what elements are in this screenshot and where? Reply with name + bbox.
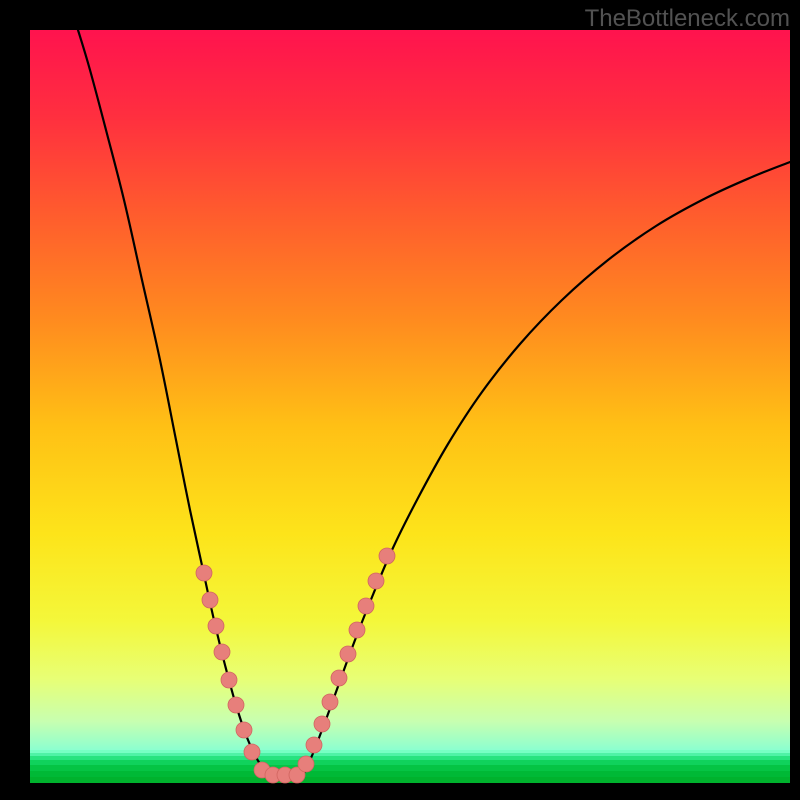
marker-left-3 [214, 644, 230, 660]
marker-right-6 [349, 622, 365, 638]
marker-right-4 [331, 670, 347, 686]
marker-right-7 [358, 598, 374, 614]
marker-left-4 [221, 672, 237, 688]
marker-right-5 [340, 646, 356, 662]
chart-overlay [0, 0, 800, 800]
marker-right-0 [298, 756, 314, 772]
marker-left-0 [196, 565, 212, 581]
marker-right-9 [379, 548, 395, 564]
marker-left-2 [208, 618, 224, 634]
marker-right-2 [314, 716, 330, 732]
marker-right-1 [306, 737, 322, 753]
marker-left-6 [236, 722, 252, 738]
chart-canvas: TheBottleneck.com [0, 0, 800, 800]
marker-right-8 [368, 573, 384, 589]
marker-right-3 [322, 694, 338, 710]
marker-left-7 [244, 744, 260, 760]
watermark: TheBottleneck.com [585, 5, 790, 33]
marker-left-5 [228, 697, 244, 713]
v-curve [78, 30, 790, 777]
marker-left-1 [202, 592, 218, 608]
